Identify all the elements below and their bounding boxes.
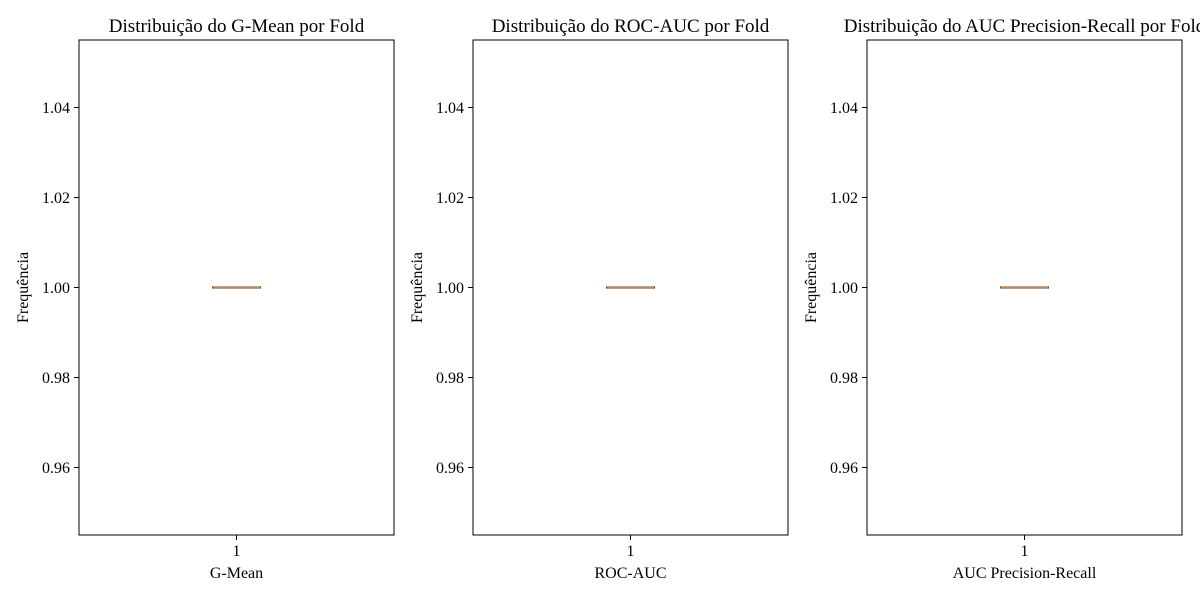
- chart-title: Distribuição do AUC Precision-Recall por…: [844, 16, 1200, 37]
- chart-panel-3: Distribuição do AUC Precision-Recall por…: [803, 16, 1200, 582]
- y-tick-label: 1.02: [436, 190, 464, 207]
- y-axis-label: Frequência: [409, 252, 426, 323]
- y-tick-label: 1.04: [42, 100, 70, 117]
- x-tick-label: 1: [627, 543, 635, 560]
- y-tick-label: 0.98: [830, 370, 858, 387]
- chart-panel-1: Distribuição do G-Mean por Fold 0.96 0.98 1…: [15, 16, 395, 582]
- y-tick-label: 0.96: [436, 460, 464, 477]
- y-tick-label: 1.04: [830, 100, 858, 117]
- y-tick-label: 1.04: [436, 100, 464, 117]
- chart-title: Distribuição do G-Mean por Fold: [109, 16, 365, 37]
- plot-frame: [866, 39, 1183, 536]
- y-tick-label: 1.00: [42, 280, 70, 297]
- y-tick-label: 1.02: [42, 190, 70, 207]
- plot-frame: [78, 39, 395, 536]
- y-tick-label: 0.98: [42, 370, 70, 387]
- x-tick-label: 1: [233, 543, 241, 560]
- y-tick-label: 0.96: [830, 460, 858, 477]
- y-axis-label: Frequência: [15, 252, 32, 323]
- y-axis-label: Frequência: [803, 252, 820, 323]
- y-tick-label: 1.02: [830, 190, 858, 207]
- x-axis-label: ROC-AUC: [594, 565, 666, 582]
- y-tick-label: 1.00: [436, 280, 464, 297]
- y-tick-label: 0.98: [436, 370, 464, 387]
- x-tick-label: 1: [1021, 543, 1029, 560]
- x-axis-label: G-Mean: [210, 565, 263, 582]
- chart-panel-2: Distribuição do ROC-AUC por Fold 0.96 0.98…: [409, 16, 789, 582]
- x-axis-label: AUC Precision-Recall: [953, 565, 1097, 582]
- y-tick-label: 1.00: [830, 280, 858, 297]
- y-tick-label: 0.96: [42, 460, 70, 477]
- chart-title: Distribuição do ROC-AUC por Fold: [492, 16, 770, 37]
- plot-frame: [472, 39, 789, 536]
